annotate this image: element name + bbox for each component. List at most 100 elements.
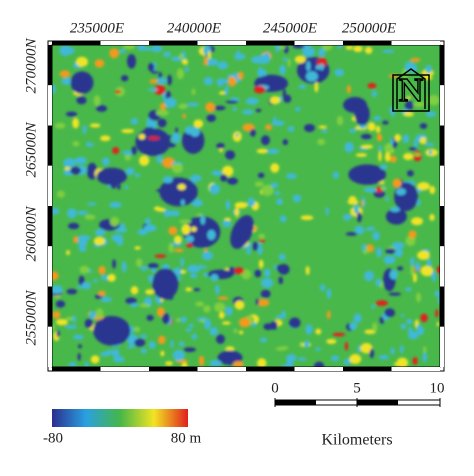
terrain-patch <box>86 162 98 180</box>
terrain-patch <box>147 136 160 141</box>
frame-segment <box>440 246 444 287</box>
terrain-patch <box>151 70 159 74</box>
terrain-patch <box>305 324 313 335</box>
terrain-patch <box>273 116 277 126</box>
terrain-patch <box>382 120 389 125</box>
terrain-patch <box>207 229 216 241</box>
terrain-patch <box>200 215 206 225</box>
terrain-patch <box>215 284 220 295</box>
terrain-patch <box>188 323 194 328</box>
terrain-patch <box>360 133 372 140</box>
terrain-patch <box>283 45 289 54</box>
terrain-patch <box>222 220 232 228</box>
terrain-patch <box>375 278 381 287</box>
terrain-patch <box>159 177 198 207</box>
frame-segment <box>197 367 246 371</box>
terrain-patch <box>148 341 156 349</box>
terrain-patch <box>214 302 226 313</box>
terrain-patch <box>56 190 65 198</box>
terrain-patch <box>410 257 415 267</box>
terrain-patch <box>258 259 264 269</box>
terrain-patch <box>89 310 96 320</box>
colorbar-max-label: 80 m <box>171 430 202 446</box>
terrain-patch <box>86 141 90 147</box>
terrain-patch <box>95 308 104 319</box>
terrain-patch <box>217 61 229 70</box>
frame-segment <box>48 165 52 206</box>
terrain-patch <box>88 269 93 273</box>
frame-segment <box>440 326 444 367</box>
terrain-patch <box>302 46 316 57</box>
terrain-patch <box>270 182 279 188</box>
terrain-patch <box>256 148 269 154</box>
terrain-patch <box>145 289 155 295</box>
terrain-patch <box>282 139 288 146</box>
terrain-patch <box>140 266 149 271</box>
terrain-patch <box>61 77 72 85</box>
terrain-patch <box>94 228 106 237</box>
terrain-patch <box>403 111 414 117</box>
terrain-patch <box>79 265 90 274</box>
terrain-patch <box>140 348 148 354</box>
terrain-patch <box>98 266 106 275</box>
terrain-patch <box>394 133 401 142</box>
terrain-patch <box>405 287 412 292</box>
terrain-patch <box>207 50 212 60</box>
terrain-patch <box>425 64 432 74</box>
terrain-patch <box>385 270 390 282</box>
terrain-patch <box>392 178 402 188</box>
terrain-patch <box>227 177 238 185</box>
terrain-patch <box>279 64 286 75</box>
terrain-patch <box>391 242 405 249</box>
terrain-patch <box>96 105 108 112</box>
terrain-patch <box>282 57 288 62</box>
terrain-patch <box>337 45 343 49</box>
terrain-patch <box>56 330 60 338</box>
terrain-patch <box>318 47 326 57</box>
terrain-patch <box>376 133 383 142</box>
terrain-patch <box>52 310 61 319</box>
terrain-patch <box>378 145 382 152</box>
terrain-patch <box>278 253 286 261</box>
terrain-patch <box>76 96 87 105</box>
frame-segment <box>246 41 295 45</box>
terrain-patch <box>137 229 148 236</box>
x-coordinate-label: 250000E <box>342 20 396 36</box>
terrain-patch <box>65 325 78 330</box>
terrain-patch <box>437 295 440 306</box>
terrain-patch <box>365 226 376 231</box>
terrain-patch <box>281 310 287 320</box>
frame-segment <box>440 85 444 126</box>
terrain-patch <box>431 270 437 282</box>
scale-label: 0 <box>271 380 279 396</box>
terrain-patch <box>189 174 202 182</box>
terrain-patch <box>410 57 421 63</box>
terrain-patch <box>173 248 184 253</box>
terrain-patch <box>204 248 208 253</box>
terrain-patch <box>126 345 135 349</box>
terrain-patch <box>102 157 110 166</box>
north-label: N <box>399 72 424 109</box>
terrain-patch <box>155 77 168 85</box>
terrain-patch <box>87 202 97 206</box>
terrain-patch <box>162 313 170 324</box>
terrain-patch <box>345 45 353 50</box>
terrain-patch <box>122 150 134 156</box>
terrain-patch <box>73 334 84 340</box>
terrain-patch <box>77 157 86 163</box>
terrain-patch <box>203 318 212 330</box>
terrain-patch <box>360 144 374 149</box>
terrain-patch <box>345 232 358 236</box>
terrain-patch <box>159 103 167 110</box>
terrain-patch <box>259 337 267 343</box>
terrain-patch <box>65 111 78 117</box>
north-arrow: N <box>392 68 430 112</box>
terrain-patch <box>372 322 378 332</box>
terrain-patch <box>389 138 394 145</box>
terrain-patch <box>94 59 105 68</box>
terrain-patch <box>384 308 396 318</box>
terrain-patch <box>67 208 77 219</box>
terrain-patch <box>124 153 132 161</box>
terrain-patch <box>144 127 155 132</box>
